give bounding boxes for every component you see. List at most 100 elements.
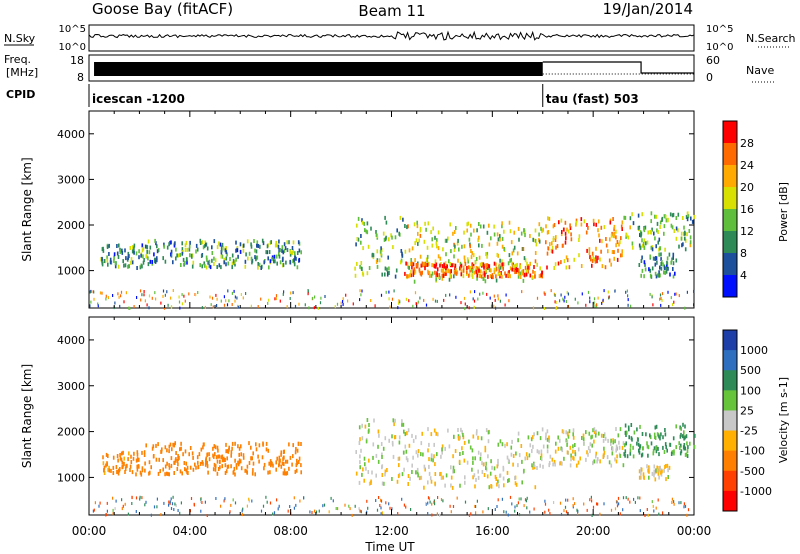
echo-cell (615, 448, 617, 453)
noise-tick-top-right: 10^5 (706, 24, 733, 35)
echo-cell (523, 228, 525, 233)
clutter-cell (314, 295, 316, 299)
echo-cell (133, 243, 136, 248)
echo-cell (589, 255, 591, 260)
echo-cell (471, 251, 473, 256)
echo-cell (529, 261, 531, 266)
echo-cell (183, 461, 186, 465)
echo-cell (215, 455, 218, 460)
echo-cell (682, 434, 684, 439)
echo-cell (472, 460, 474, 465)
echo-cell (646, 441, 648, 446)
echo-cell (250, 445, 252, 450)
echo-cell (461, 430, 463, 435)
echo-cell (401, 422, 403, 427)
echo-cell (558, 220, 560, 225)
echo-cell (589, 442, 592, 447)
echo-cell (437, 432, 439, 437)
echo-cell (404, 224, 406, 228)
echo-cell (367, 470, 370, 474)
clutter-cell (317, 306, 319, 310)
clutter-cell (114, 301, 116, 305)
echo-cell (186, 470, 188, 475)
clutter-cell (212, 305, 214, 309)
echo-cell (517, 463, 519, 468)
echo-cell (579, 456, 581, 461)
clutter-cell (680, 501, 682, 505)
clutter-cell (164, 293, 166, 297)
clutter-cell (231, 291, 233, 295)
echo-cell (417, 473, 419, 478)
echo-cell (195, 465, 197, 470)
echo-cell (423, 262, 425, 266)
echo-cell (667, 475, 669, 479)
clutter-cell (347, 299, 349, 303)
echo-cell (143, 258, 145, 262)
clutter-cell (226, 303, 229, 307)
clutter-cell (687, 508, 690, 512)
echo-cell (499, 272, 502, 277)
echo-cell (444, 483, 446, 488)
echo-cell (521, 480, 523, 485)
echo-cell (402, 217, 404, 222)
echo-cell (430, 479, 433, 484)
echo-cell (588, 251, 591, 256)
echo-cell (487, 439, 490, 444)
clutter-cell (319, 301, 322, 305)
echo-cell (581, 436, 583, 440)
echo-cell (148, 460, 151, 465)
clutter-cell (139, 497, 141, 501)
clutter-cell (399, 300, 401, 304)
echo-cell (521, 247, 524, 251)
clutter-cell (106, 509, 108, 513)
echo-cell (252, 451, 254, 456)
colorbar-swatch (723, 450, 737, 472)
echo-cell (244, 259, 247, 264)
echo-cell (513, 268, 515, 272)
echo-cell (292, 240, 295, 245)
clutter-cell (497, 498, 499, 502)
echo-cell (288, 240, 290, 245)
echo-cell (407, 482, 409, 486)
clutter-cell (678, 501, 680, 505)
clutter-cell (477, 297, 479, 301)
clutter-cell (242, 296, 244, 300)
echo-cell (623, 215, 625, 220)
clutter-cell (344, 503, 346, 507)
echo-cell (201, 240, 204, 245)
echo-cell (553, 266, 555, 270)
echo-cell (384, 266, 387, 271)
clutter-cell (627, 298, 629, 302)
echo-cell (471, 274, 474, 279)
echo-cell (452, 231, 454, 236)
echo-cell (144, 468, 146, 473)
echo-cell (445, 266, 447, 271)
echo-cell (512, 462, 514, 467)
echo-cell (423, 464, 426, 469)
echo-cell (298, 456, 301, 461)
echo-cell (162, 256, 164, 261)
echo-cell (460, 272, 463, 277)
echo-cell (687, 214, 690, 219)
echo-cell (244, 264, 247, 269)
echo-cell (224, 471, 227, 475)
echo-cell (269, 470, 271, 475)
echo-cell (682, 242, 684, 247)
echo-cell (401, 472, 404, 477)
cpid-label: CPID (6, 88, 35, 101)
clutter-cell (380, 506, 382, 510)
clutter-cell (614, 289, 616, 293)
clutter-cell (388, 502, 390, 506)
echo-cell (431, 263, 433, 268)
colorbar-swatch (723, 165, 737, 188)
echo-cell (278, 252, 280, 257)
echo-cell (358, 441, 361, 445)
clutter-cell (505, 510, 507, 514)
clutter-cell (124, 502, 126, 506)
echo-cell (431, 243, 434, 248)
echo-cell (545, 432, 547, 437)
echo-cell (115, 465, 118, 469)
echo-cell (497, 442, 500, 447)
echo-cell (296, 251, 299, 255)
echo-cell (517, 269, 520, 274)
